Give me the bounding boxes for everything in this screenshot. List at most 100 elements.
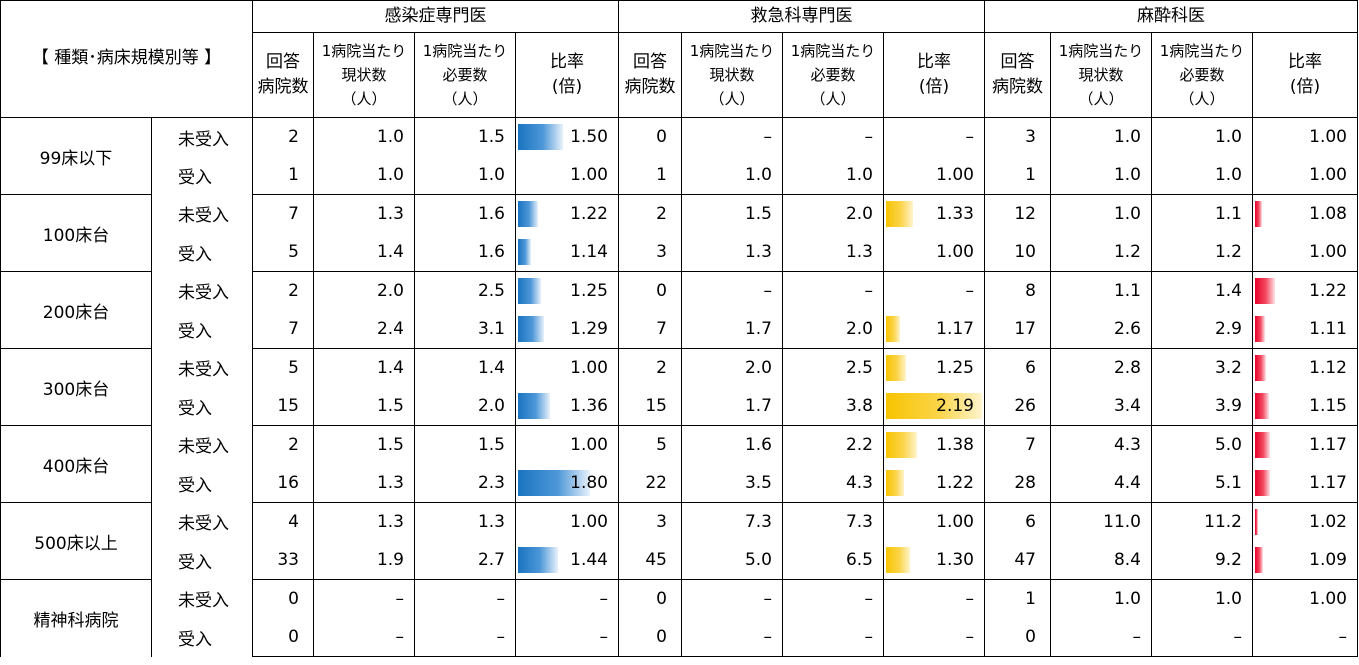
inf-needed-per-hospital: 3.1 [414, 310, 516, 349]
an-hospital-count: 1 [984, 579, 1051, 618]
em-hospital-count: 22 [618, 464, 682, 503]
an-ratio-cell: 1.08 [1252, 194, 1358, 233]
table-row: 99床以下 未受入 2 1.0 1.5 1.50 0– – –3 1.0 1.0 1.00 [0, 117, 1358, 195]
bed-size-label: 精神科病院 [0, 579, 152, 657]
inf-needed-per-hospital: 2.7 [414, 541, 516, 580]
acceptance-type-label: 受入 [151, 387, 253, 426]
em-ratio-cell: – [883, 618, 985, 657]
inf-hospital-count: 5 [252, 233, 314, 272]
em-needed-per-hospital: 3.8 [782, 387, 884, 426]
inf-ratio-value: 1.50 [570, 127, 608, 147]
anesthesia-ratio-bar [1255, 432, 1270, 458]
an-current-per-hospital: 1.0 [1050, 117, 1152, 156]
an-current-per-hospital: 3.4 [1050, 387, 1152, 426]
an-current-per-hospital: 4.3 [1050, 425, 1152, 464]
an-ratio-value: 1.15 [1309, 396, 1347, 416]
em-current-per-hospital: 1.0 [681, 156, 783, 195]
em-ratio-cell: 1.38 [883, 425, 985, 464]
em-ratio-value: – [965, 281, 975, 301]
inf-current-per-hospital: 1.5 [313, 387, 415, 426]
an-ratio-cell: – [1252, 618, 1358, 657]
em-hospital-count: 2 [618, 348, 682, 387]
table-row: 受入 7 2.4 3.1 1.29 7 1.7 2.0 1.17 17 2.6 2.9 1.11 [1, 310, 1358, 349]
inf-current-per-hospital: 2.4 [313, 310, 415, 349]
inf-ratio-value: – [599, 627, 609, 647]
inf-hospital-count: 16 [252, 464, 314, 503]
an-ratio-cell: 1.17 [1252, 425, 1358, 464]
em-current-per-hospital: 2.0 [681, 348, 783, 387]
em-ratio-cell: 2.19 [883, 387, 985, 426]
table-row: 受入 5 1.4 1.6 1.14 3 1.3 1.3 1.00 10 1.2 1.2 1.00 [1, 233, 1358, 272]
anesthesia-ratio-bar [1255, 393, 1269, 419]
table-row: 受入 16 1.3 2.3 1.80 22 3.5 4.3 1.22 28 4.4 5.1 1.17 [1, 464, 1358, 503]
em-current-per-hospital: – [681, 618, 783, 657]
an-needed-per-hospital: 5.1 [1151, 464, 1253, 503]
em-ratio-cell: – [883, 579, 985, 618]
em-hospital-count: 0 [618, 618, 682, 657]
an-current-per-hospital: 2.8 [1050, 348, 1152, 387]
infection-ratio-bar [518, 239, 531, 265]
em-needed-per-hospital: – [782, 579, 884, 618]
table-row: 精神科病院 未受入 0– – –0– – –1 1.0 1.0 1.00 [0, 579, 1358, 657]
an-ratio-cell: 1.00 [1252, 156, 1358, 195]
bed-size-label: 400床台 [0, 425, 152, 503]
em-ratio-value: – [965, 127, 975, 147]
emergency-ratio-bar [886, 355, 906, 381]
an-ratio-cell: 1.12 [1252, 348, 1358, 387]
an-current-per-hospital: 2.6 [1050, 310, 1152, 349]
acceptance-type-label: 受入 [151, 541, 253, 580]
inf-ratio-value: 1.25 [570, 281, 608, 301]
em-ratio-value: 1.00 [936, 165, 974, 185]
anesthesia-needed-header: 1病院当たり 必要数 （人） [1151, 32, 1253, 118]
em-ratio-value: 1.38 [936, 435, 974, 455]
anesthesia-ratio-bar [1255, 509, 1258, 535]
em-current-per-hospital: 1.5 [681, 194, 783, 233]
em-needed-per-hospital: 2.0 [782, 310, 884, 349]
em-current-per-hospital: – [681, 579, 783, 618]
inf-current-per-hospital: 1.4 [313, 348, 415, 387]
an-ratio-cell: 1.17 [1252, 464, 1358, 503]
anesthesia-ratio-header: 比率 (倍) [1252, 32, 1358, 118]
em-ratio-cell: 1.00 [883, 156, 985, 195]
an-needed-per-hospital: 1.0 [1151, 117, 1253, 156]
an-current-per-hospital: 11.0 [1050, 502, 1152, 541]
acceptance-type-label: 受入 [151, 310, 253, 349]
an-needed-per-hospital: 2.9 [1151, 310, 1253, 349]
an-hospital-count: 7 [984, 425, 1051, 464]
em-current-per-hospital: 1.6 [681, 425, 783, 464]
inf-ratio-value: 1.36 [570, 396, 608, 416]
inf-ratio-value: 1.14 [570, 242, 608, 262]
group-anesthesia-header: 麻酔科医 [984, 0, 1358, 33]
inf-needed-per-hospital: 1.6 [414, 194, 516, 233]
acceptance-type-label: 未受入 [151, 502, 253, 541]
an-ratio-cell: 1.15 [1252, 387, 1358, 426]
em-current-per-hospital: 1.3 [681, 233, 783, 272]
em-hospital-count: 7 [618, 310, 682, 349]
an-needed-per-hospital: – [1151, 618, 1253, 657]
inf-current-per-hospital: 1.3 [313, 502, 415, 541]
em-needed-per-hospital: 7.3 [782, 502, 884, 541]
bed-size-label: 100床台 [0, 194, 152, 272]
em-current-per-hospital: – [681, 117, 783, 156]
inf-current-per-hospital: – [313, 618, 415, 657]
inf-current-per-hospital: 1.3 [313, 194, 415, 233]
infection-ratio-bar [518, 316, 544, 342]
infection-needed-header: 1病院当たり 必要数 （人） [414, 32, 516, 118]
em-current-per-hospital: 7.3 [681, 502, 783, 541]
inf-ratio-cell: 1.00 [515, 502, 619, 541]
an-ratio-value: 1.00 [1309, 242, 1347, 262]
em-needed-per-hospital: 1.3 [782, 233, 884, 272]
an-ratio-value: 1.11 [1309, 319, 1347, 339]
inf-needed-per-hospital: 2.3 [414, 464, 516, 503]
an-current-per-hospital: 1.0 [1050, 156, 1152, 195]
inf-ratio-cell: 1.25 [515, 271, 619, 310]
em-ratio-value: – [965, 627, 975, 647]
inf-ratio-value: 1.22 [570, 204, 608, 224]
inf-needed-per-hospital: 1.4 [414, 348, 516, 387]
inf-hospital-count: 7 [252, 310, 314, 349]
inf-ratio-cell: 1.80 [515, 464, 619, 503]
inf-needed-per-hospital: 1.3 [414, 502, 516, 541]
inf-hospital-count: 4 [252, 502, 314, 541]
em-ratio-cell: 1.22 [883, 464, 985, 503]
anesthesia-ratio-bar [1255, 547, 1263, 573]
